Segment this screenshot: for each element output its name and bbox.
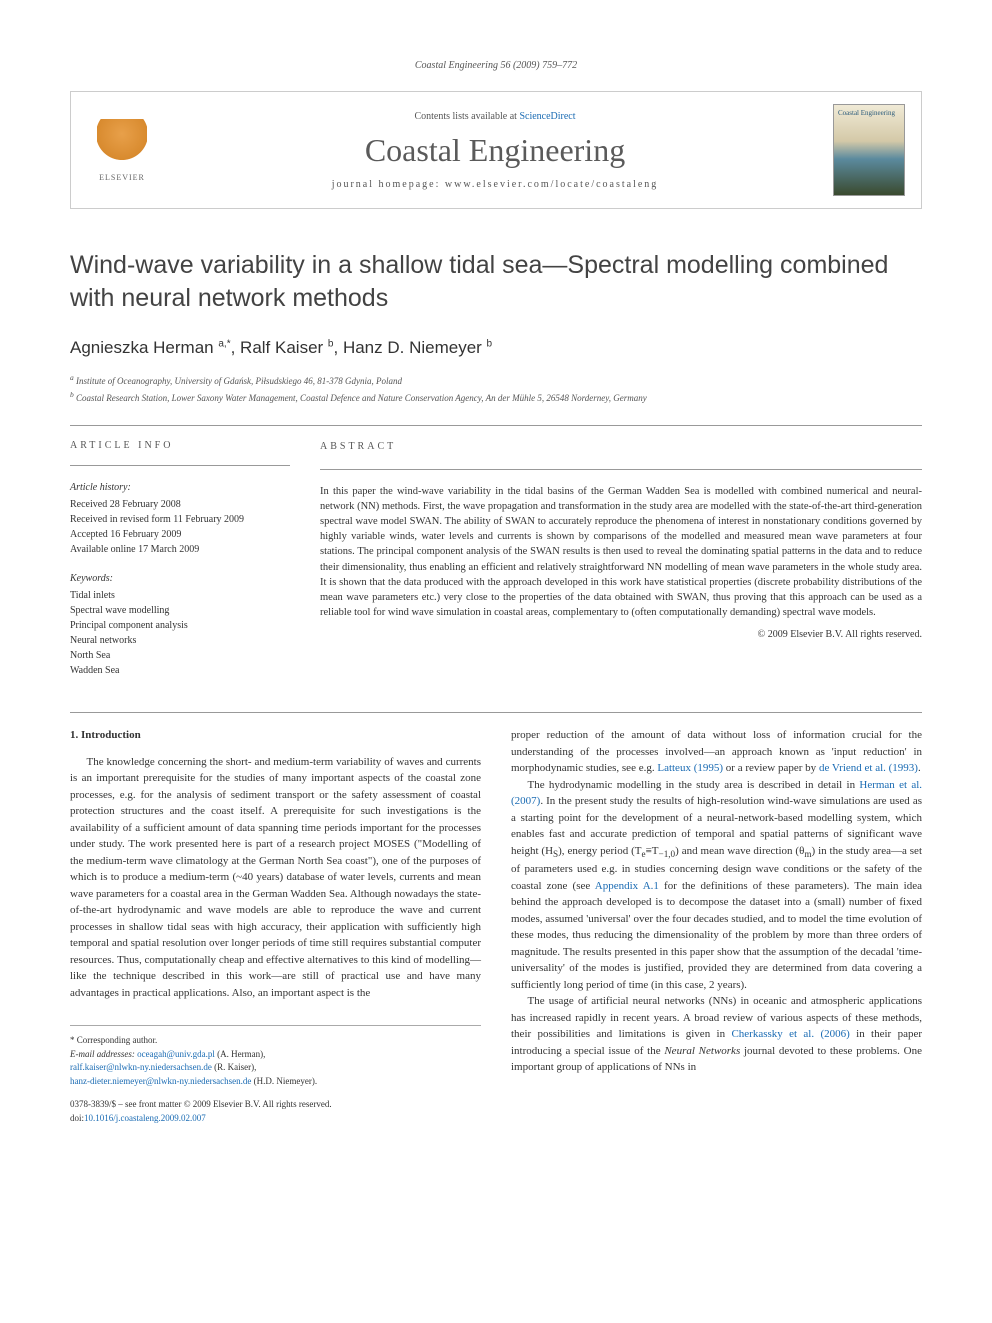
journal-header-center: Contents lists available at ScienceDirec…	[173, 111, 817, 190]
author-3-sup: b	[487, 338, 493, 349]
p2d: ≡T	[646, 845, 659, 857]
para-1-cont: proper reduction of the amount of data w…	[511, 727, 922, 777]
cover-thumb-label: Coastal Engineering	[838, 109, 895, 117]
keyword-1: Tidal inlets	[70, 588, 290, 603]
email-line: E-mail addresses: oceagah@univ.gda.pl (A…	[70, 1048, 481, 1062]
history-4: Available online 17 March 2009	[70, 542, 290, 557]
p2g: for the definitions of these parameters)…	[511, 880, 922, 991]
journal-cover-thumb: Coastal Engineering	[833, 104, 905, 196]
p1c-c: .	[918, 762, 921, 774]
affiliation-a: a Institute of Oceanography, University …	[70, 372, 922, 389]
article-info: ARTICLE INFO Article history: Received 2…	[70, 440, 290, 692]
para-3: The usage of artificial neural networks …	[511, 993, 922, 1076]
keyword-5: North Sea	[70, 648, 290, 663]
keywords-block: Keywords: Tidal inlets Spectral wave mod…	[70, 571, 290, 678]
body-columns: 1. Introduction The knowledge concerning…	[70, 727, 922, 1125]
info-abstract-row: ARTICLE INFO Article history: Received 2…	[70, 440, 922, 692]
contents-list-line: Contents lists available at ScienceDirec…	[173, 111, 817, 122]
email-2-who: (R. Kaiser)	[214, 1062, 254, 1072]
elsevier-label: ELSEVIER	[99, 173, 145, 182]
ref-appendix[interactable]: Appendix A.1	[595, 880, 659, 892]
ref-latteux[interactable]: Latteux (1995)	[657, 762, 723, 774]
affiliation-b: b Coastal Research Station, Lower Saxony…	[70, 389, 922, 406]
authors-line: Agnieszka Herman a,*, Ralf Kaiser b, Han…	[70, 338, 922, 358]
keyword-6: Wadden Sea	[70, 663, 290, 678]
journal-name: Coastal Engineering	[173, 132, 817, 169]
email-label: E-mail addresses:	[70, 1049, 135, 1059]
keywords-label: Keywords:	[70, 571, 290, 586]
rule-info-1	[70, 465, 290, 466]
ref-devriend[interactable]: de Vriend et al. (1993)	[819, 762, 918, 774]
email-3-who: (H.D. Niemeyer)	[254, 1076, 315, 1086]
doi-line: doi:10.1016/j.coastaleng.2009.02.007	[70, 1112, 481, 1126]
author-1: Agnieszka Herman	[70, 338, 214, 357]
history-label: Article history:	[70, 480, 290, 495]
homepage-url: www.elsevier.com/locate/coastaleng	[445, 179, 658, 190]
history-3: Accepted 16 February 2009	[70, 527, 290, 542]
ref-nn-journal: Neural Networks	[664, 1045, 740, 1057]
journal-homepage: journal homepage: www.elsevier.com/locat…	[173, 179, 817, 190]
article-title: Wind-wave variability in a shallow tidal…	[70, 249, 922, 314]
abstract-text: In this paper the wind-wave variability …	[320, 484, 922, 621]
corresponding-footer: * Corresponding author. E-mail addresses…	[70, 1025, 481, 1125]
rule-abstract	[320, 469, 922, 470]
email-3[interactable]: hanz-dieter.niemeyer@nlwkn-ny.niedersach…	[70, 1076, 251, 1086]
contents-prefix: Contents lists available at	[414, 111, 519, 122]
homepage-prefix: journal homepage:	[332, 179, 445, 190]
aff-a-sup: a	[70, 373, 74, 382]
affiliations: a Institute of Oceanography, University …	[70, 372, 922, 405]
abstract-copyright: © 2009 Elsevier B.V. All rights reserved…	[320, 628, 922, 643]
para-2: The hydrodynamic modelling in the study …	[511, 777, 922, 994]
doi-label: doi:	[70, 1113, 84, 1123]
rule-top	[70, 425, 922, 426]
p2s3: −1,0	[659, 849, 676, 859]
aff-a-text: Institute of Oceanography, University of…	[76, 376, 402, 386]
author-2: Ralf Kaiser	[240, 338, 323, 357]
elsevier-logo: ELSEVIER	[87, 110, 157, 190]
section-1-heading: 1. Introduction	[70, 727, 481, 744]
p1c-b: or a review paper by	[723, 762, 819, 774]
aff-b-sup: b	[70, 390, 74, 399]
aff-b-text: Coastal Research Station, Lower Saxony W…	[76, 393, 647, 403]
article-history: Article history: Received 28 February 20…	[70, 480, 290, 557]
article-info-heading: ARTICLE INFO	[70, 440, 290, 451]
rule-bottom	[70, 712, 922, 713]
running-head: Coastal Engineering 56 (2009) 759–772	[70, 60, 922, 71]
email-1[interactable]: oceagah@univ.gda.pl	[137, 1049, 215, 1059]
sciencedirect-link[interactable]: ScienceDirect	[519, 111, 575, 122]
para-1: The knowledge concerning the short- and …	[70, 754, 481, 1002]
author-3: Hanz D. Niemeyer	[343, 338, 482, 357]
author-1-sup: a,*	[218, 338, 230, 349]
keyword-2: Spectral wave modelling	[70, 603, 290, 618]
p2e: ) and mean wave direction (θ	[675, 845, 804, 857]
email-line-2: ralf.kaiser@nlwkn-ny.niedersachsen.de (R…	[70, 1061, 481, 1075]
p2c: ), energy period (T	[558, 845, 641, 857]
email-1-who: (A. Herman)	[217, 1049, 263, 1059]
journal-header: ELSEVIER Contents lists available at Sci…	[70, 91, 922, 209]
email-2[interactable]: ralf.kaiser@nlwkn-ny.niedersachsen.de	[70, 1062, 212, 1072]
ref-cherkassky[interactable]: Cherkassky et al. (2006)	[731, 1028, 849, 1040]
keyword-4: Neural networks	[70, 633, 290, 648]
p2a: The hydrodynamic modelling in the study …	[528, 779, 860, 791]
abstract-heading: ABSTRACT	[320, 440, 922, 455]
history-1: Received 28 February 2008	[70, 497, 290, 512]
corr-author: * Corresponding author.	[70, 1034, 481, 1048]
author-2-sup: b	[328, 338, 334, 349]
email-line-3: hanz-dieter.niemeyer@nlwkn-ny.niedersach…	[70, 1075, 481, 1089]
abstract: ABSTRACT In this paper the wind-wave var…	[320, 440, 922, 692]
doi-link[interactable]: 10.1016/j.coastaleng.2009.02.007	[84, 1113, 206, 1123]
elsevier-tree-icon	[97, 119, 147, 169]
keyword-3: Principal component analysis	[70, 618, 290, 633]
issn-line: 0378-3839/$ – see front matter © 2009 El…	[70, 1098, 481, 1112]
history-2: Received in revised form 11 February 200…	[70, 512, 290, 527]
